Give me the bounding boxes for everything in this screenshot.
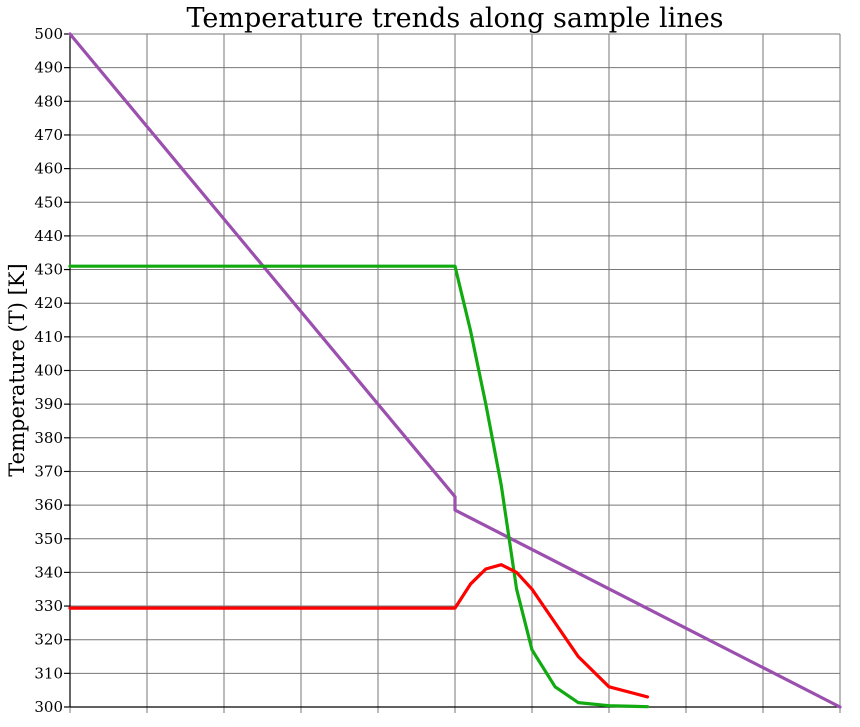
y-tick-label: 430 xyxy=(34,261,63,279)
y-tick-label: 320 xyxy=(34,631,63,649)
y-tick-label: 410 xyxy=(34,328,63,346)
chart-title: Temperature trends along sample lines xyxy=(186,3,723,34)
y-tick-label: 360 xyxy=(34,496,63,514)
y-tick-label: 500 xyxy=(34,25,63,43)
y-tick-label: 340 xyxy=(34,563,63,581)
y-tick-label: 310 xyxy=(34,664,63,682)
y-tick-label: 390 xyxy=(34,395,63,413)
y-tick-label: 480 xyxy=(34,92,63,110)
y-tick-label: 330 xyxy=(34,597,63,615)
series-line-2 xyxy=(68,563,650,699)
grid xyxy=(64,33,841,713)
y-axis-label: Temperature (T) [K] xyxy=(5,263,29,476)
y-tick-label: 370 xyxy=(34,462,63,480)
series-line-1 xyxy=(68,264,650,709)
y-tick-label: 350 xyxy=(34,530,63,548)
y-tick-label: 470 xyxy=(34,126,63,144)
y-tick-label: 420 xyxy=(34,294,63,312)
y-tick-label: 450 xyxy=(34,193,63,211)
y-tick-label: 300 xyxy=(34,698,63,716)
y-tick-labels: 300 310 320 330 340 350 360 370 380 390 400 410 420 4… xyxy=(34,25,63,716)
y-tick-label: 400 xyxy=(34,362,63,380)
series-lines xyxy=(68,32,842,709)
y-tick-label: 460 xyxy=(34,160,63,178)
y-tick-label: 380 xyxy=(34,429,63,447)
y-tick-label: 490 xyxy=(34,59,63,77)
y-tick-label: 440 xyxy=(34,227,63,245)
